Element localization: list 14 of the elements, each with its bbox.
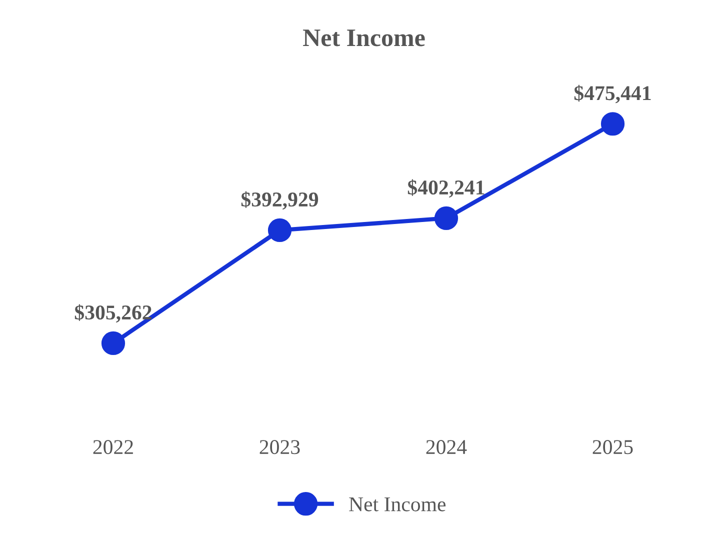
point xyxy=(434,206,458,230)
legend-label: Net Income xyxy=(349,497,446,512)
x-tick-label: 2025 xyxy=(592,440,633,454)
data-label: $475,441 xyxy=(574,84,651,104)
point xyxy=(101,331,126,356)
x-tick-label: 2023 xyxy=(260,440,300,454)
point xyxy=(600,112,625,136)
data-label: $402,241 xyxy=(408,179,484,198)
chart-title: Net Income xyxy=(303,30,425,46)
data-label: $305,262 xyxy=(74,304,152,323)
x-tick-label: 2024 xyxy=(426,440,467,454)
x-tick-label: 2022 xyxy=(93,440,133,454)
data-label: $392,929 xyxy=(241,191,318,210)
point xyxy=(268,218,292,242)
